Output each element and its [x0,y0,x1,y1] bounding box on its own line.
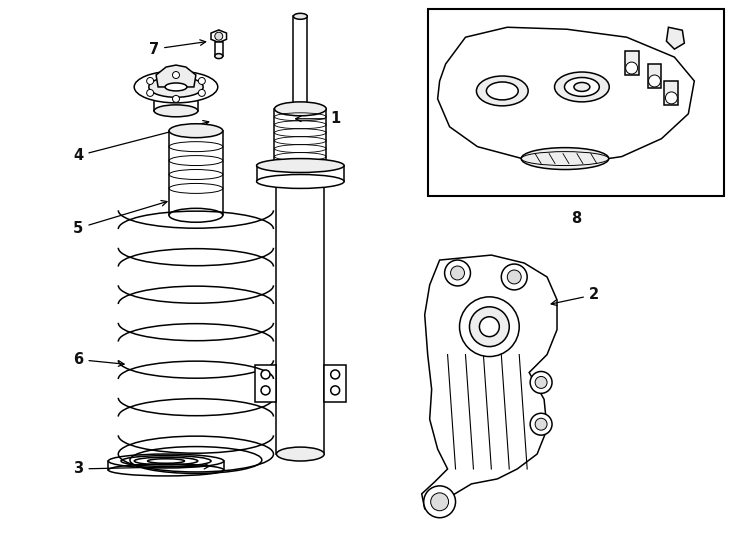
Circle shape [625,62,638,74]
Circle shape [215,32,222,40]
Bar [428,9,724,197]
Ellipse shape [554,72,609,102]
Text: 3: 3 [73,462,210,476]
Ellipse shape [521,147,608,170]
Bar [169,131,222,215]
Circle shape [470,307,509,347]
Text: 4: 4 [73,120,208,163]
Bar [625,51,639,75]
Ellipse shape [169,124,222,138]
Circle shape [147,90,153,97]
Circle shape [451,266,465,280]
Ellipse shape [275,102,326,116]
Bar [647,64,661,88]
Circle shape [666,92,677,104]
Bar [257,166,344,181]
Circle shape [198,78,206,84]
Circle shape [649,75,661,87]
Polygon shape [422,255,557,509]
Text: 7: 7 [149,40,206,57]
Text: 5: 5 [73,200,167,236]
Polygon shape [211,30,227,43]
Circle shape [431,493,448,511]
Bar [294,16,308,109]
Circle shape [261,370,270,379]
Circle shape [530,413,552,435]
Polygon shape [156,65,196,87]
Circle shape [535,418,547,430]
Ellipse shape [564,78,599,97]
Ellipse shape [257,159,344,172]
Circle shape [424,486,456,518]
Circle shape [535,376,547,388]
Circle shape [479,317,499,336]
Circle shape [261,386,270,395]
Ellipse shape [277,447,324,461]
Ellipse shape [165,83,187,91]
Text: 2: 2 [551,287,599,306]
Circle shape [507,270,521,284]
Bar [277,179,324,454]
Ellipse shape [109,464,224,476]
Ellipse shape [257,174,344,188]
Bar [215,42,222,56]
Bar [664,81,678,105]
Circle shape [147,78,153,84]
Ellipse shape [149,77,203,97]
Ellipse shape [169,208,222,222]
Circle shape [172,96,180,103]
Circle shape [459,297,519,356]
Circle shape [530,372,552,393]
Circle shape [445,260,470,286]
Ellipse shape [134,71,218,103]
Circle shape [172,71,180,78]
Text: 1: 1 [296,111,341,126]
Circle shape [331,386,340,395]
Ellipse shape [476,76,528,106]
Ellipse shape [294,14,308,19]
Ellipse shape [487,82,518,100]
Ellipse shape [215,53,222,59]
Circle shape [331,370,340,379]
Text: 9: 9 [605,20,664,38]
Bar [255,364,277,402]
Bar [154,87,198,111]
Ellipse shape [574,83,590,91]
Circle shape [501,264,527,290]
Text: 6: 6 [73,352,124,367]
Text: 8: 8 [571,211,581,226]
Polygon shape [437,27,694,164]
Bar [324,364,346,402]
Bar [275,109,326,166]
Text: 10: 10 [452,156,521,171]
Polygon shape [666,27,684,49]
Circle shape [198,90,206,97]
Ellipse shape [154,105,198,117]
